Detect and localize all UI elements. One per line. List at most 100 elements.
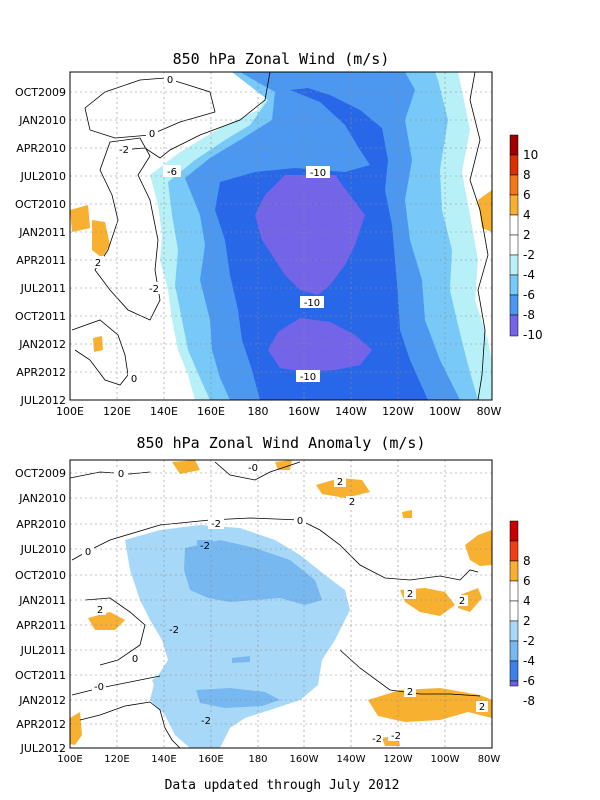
top-y-tick-11: APR2012 [16, 366, 66, 379]
top-core-purple-1 [255, 175, 365, 295]
bottom-y-tick-4: JUL2010 [20, 543, 66, 556]
bottom-y-tick-5: OCT2010 [15, 569, 66, 582]
bottom-y-tick-10: JAN2012 [18, 694, 66, 707]
top-contour-label-9: 2 [95, 258, 101, 269]
top-y-tick-8: JUL2011 [20, 282, 66, 295]
bottom-x-tick-1: 100E [57, 754, 82, 765]
top-colorbar-swatch-9 [509, 294, 519, 316]
bottom-contour-zero-3 [71, 517, 479, 581]
top-contour-zero-2 [94, 137, 161, 321]
bottom-x-tick-8: 120W [384, 754, 413, 765]
bottom-x-tick-6: 160W [290, 754, 319, 765]
top-contour-label-4: -6 [167, 167, 177, 178]
top-y-tick-1: OCT2009 [15, 86, 66, 99]
bottom-colorbar-tick-5: -2 [523, 634, 535, 648]
top-x-tick-8: 120W [382, 405, 414, 418]
top-contour-label-10: 0 [131, 374, 137, 385]
top-y-tick-6: JAN2011 [18, 226, 66, 239]
bottom-contour-label-12: 2 [459, 596, 465, 607]
top-contour-zero-1 [84, 77, 216, 139]
bottom-x-tick-7: 140W [337, 754, 366, 765]
top-colorbar-swatch-8 [509, 274, 519, 296]
top-chart-title: 850 hPa Zonal Wind (m/s) [173, 50, 390, 68]
top-chart-fill [70, 72, 492, 400]
top-contour-label-6: -10 [304, 298, 320, 309]
bottom-x-tick-2: 120E [104, 754, 129, 765]
top-x-tick-5: 180 [248, 405, 269, 418]
bottom-contour-label-10: 2 [97, 605, 103, 616]
bottom-colorbar-swatch-4 [509, 580, 519, 602]
bottom-colorbar-swatch-1 [509, 520, 519, 542]
bottom-x-tick-10: 80W [478, 754, 501, 765]
bottom-positive-patch-5 [465, 530, 492, 566]
bottom-colorbar-tick-7: -6 [523, 674, 535, 688]
top-colorbar-swatch-6 [509, 234, 519, 256]
top-colorbar-tick-10: -10 [523, 328, 543, 342]
bottom-y-tick-11: APR2012 [16, 718, 66, 731]
top-positive-patch-2 [92, 220, 110, 258]
top-y-tick-2: JAN2010 [18, 114, 66, 127]
bottom-contour-label-15: -0 [94, 682, 104, 693]
top-contour-label-1: 0 [167, 75, 173, 86]
bottom-x-tick-9: 100W [431, 754, 460, 765]
top-colorbar-tick-9: -8 [523, 308, 535, 322]
top-positive-patch-4 [478, 190, 492, 232]
top-x-tick-1: 100E [56, 405, 84, 418]
bottom-positive-patch-1 [172, 460, 200, 474]
bottom-contour-label-19: -2 [391, 731, 401, 742]
top-grid [70, 72, 492, 400]
bottom-contour-zero-5 [71, 675, 161, 696]
top-colorbar-tick-1: 10 [523, 148, 538, 162]
bottom-contour-label-14: 0 [132, 654, 138, 665]
bottom-positive-patch-4 [402, 510, 412, 518]
bottom-y-tick-7: APR2011 [16, 619, 66, 632]
top-contour-label-7: -10 [300, 372, 316, 383]
bottom-x-axis: 100E 120E 140E 160E 180 160W 140W 120W 1… [57, 754, 500, 765]
top-y-tick-3: APR2010 [16, 142, 66, 155]
bottom-y-tick-2: JAN2010 [18, 492, 66, 505]
top-colorbar-tick-3: 6 [523, 188, 531, 202]
top-y-tick-7: APR2011 [16, 254, 66, 267]
top-contour-label-5: -10 [310, 168, 326, 179]
top-y-tick-5: OCT2010 [15, 198, 66, 211]
bottom-contour-zero-2 [214, 461, 301, 481]
bottom-positive-patch-10 [70, 712, 82, 745]
top-plot-frame [69, 71, 493, 401]
top-colorbar-swatch-2 [509, 154, 519, 176]
bottom-colorbar-tick-3: 4 [523, 594, 531, 608]
bottom-y-tick-3: APR2010 [16, 518, 66, 531]
bottom-colorbar-swatch-2 [509, 540, 519, 562]
top-colorbar-swatch-1 [509, 134, 519, 156]
bottom-colorbar-tick-2: 6 [523, 574, 531, 588]
bottom-y-tick-9: OCT2011 [15, 669, 66, 682]
bottom-x-tick-5: 180 [248, 754, 267, 765]
bottom-y-axis: OCT2009 JAN2010 APR2010 JUL2010 OCT2010 … [15, 467, 66, 755]
bottom-contour-labels: 0 -0 2 2 -2 0 -2 0 -2 2 2 2 2 0 -0 -2 2 … [82, 462, 488, 745]
top-x-tick-10: 80W [477, 405, 502, 418]
bottom-contour-label-16: -2 [201, 716, 211, 727]
top-x-tick-4: 160E [197, 405, 225, 418]
footer-note: Data updated through July 2012 [165, 778, 400, 793]
bottom-positive-patch-9 [368, 688, 492, 722]
bottom-band-light-blue-2 [152, 672, 175, 700]
bottom-contour-label-1: 0 [118, 469, 124, 480]
top-colorbar: 10 8 6 4 2 -2 -4 -6 -8 -10 [509, 134, 543, 342]
bottom-grid [70, 460, 492, 748]
top-contour-label-2: 0 [149, 129, 155, 140]
top-colorbar-tick-7: -4 [523, 268, 535, 282]
bottom-colorbar: 8 6 4 2 -2 -4 -6 -8 [509, 520, 535, 708]
top-colorbar-swatch-4 [509, 194, 519, 216]
top-contour-minus2 [119, 72, 271, 159]
top-contour-label-8: -2 [149, 284, 159, 295]
bottom-colorbar-tick-4: 2 [523, 614, 531, 628]
bottom-colorbar-tick-8: -8 [523, 694, 535, 708]
bottom-chart-fill [70, 460, 492, 748]
bottom-y-tick-8: JUL2011 [20, 644, 66, 657]
bottom-y-tick-6: JAN2011 [18, 594, 66, 607]
top-contour-label-3: -2 [119, 145, 129, 156]
top-y-axis: OCT2009 JAN2010 APR2010 JUL2010 OCT2010 … [15, 86, 66, 407]
bottom-band-medium-blue-2 [196, 688, 280, 708]
top-x-tick-9: 100W [429, 405, 461, 418]
top-x-tick-7: 140W [335, 405, 367, 418]
bottom-colorbar-swatch-6 [509, 620, 519, 642]
